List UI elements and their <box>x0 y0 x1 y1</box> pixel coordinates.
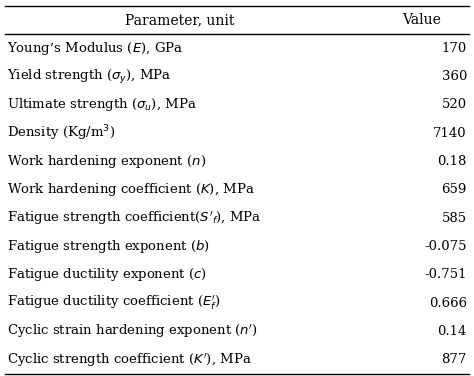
Text: 877: 877 <box>441 353 467 367</box>
Text: 585: 585 <box>442 212 467 225</box>
Text: Yield strength ($\sigma_y$), MPa: Yield strength ($\sigma_y$), MPa <box>7 68 172 85</box>
Text: 0.18: 0.18 <box>438 155 467 168</box>
Text: Value: Value <box>402 13 441 27</box>
Text: -0.075: -0.075 <box>424 240 467 253</box>
Text: 520: 520 <box>442 99 467 111</box>
Text: -0.751: -0.751 <box>424 268 467 281</box>
Text: 7140: 7140 <box>433 127 467 140</box>
Text: Fatigue strength exponent ($b$): Fatigue strength exponent ($b$) <box>7 238 210 255</box>
Text: Ultimate strength ($\sigma_u$), MPa: Ultimate strength ($\sigma_u$), MPa <box>7 96 197 113</box>
Text: 0.14: 0.14 <box>438 325 467 338</box>
Text: Density (Kg/m$^3$): Density (Kg/m$^3$) <box>7 123 115 143</box>
Text: Fatigue strength coefficient($S'_f$), MPa: Fatigue strength coefficient($S'_f$), MP… <box>7 209 262 227</box>
Text: Fatigue ductility exponent ($c$): Fatigue ductility exponent ($c$) <box>7 267 207 284</box>
Text: 0.666: 0.666 <box>429 297 467 310</box>
Text: Cyclic strain hardening exponent ($n'$): Cyclic strain hardening exponent ($n'$) <box>7 323 258 340</box>
Text: 170: 170 <box>442 42 467 55</box>
Text: Parameter, unit: Parameter, unit <box>126 13 235 27</box>
Text: Work hardening coefficient ($K$), MPa: Work hardening coefficient ($K$), MPa <box>7 181 255 199</box>
Text: Work hardening exponent ($n$): Work hardening exponent ($n$) <box>7 153 206 170</box>
Text: Fatigue ductility coefficient ($E_f'$): Fatigue ductility coefficient ($E_f'$) <box>7 294 220 312</box>
Text: 360: 360 <box>441 70 467 83</box>
Text: Cyclic strength coefficient ($K'$), MPa: Cyclic strength coefficient ($K'$), MPa <box>7 351 252 369</box>
Text: Young’s Modulus ($E$), GPa: Young’s Modulus ($E$), GPa <box>7 39 183 57</box>
Text: 659: 659 <box>441 183 467 196</box>
